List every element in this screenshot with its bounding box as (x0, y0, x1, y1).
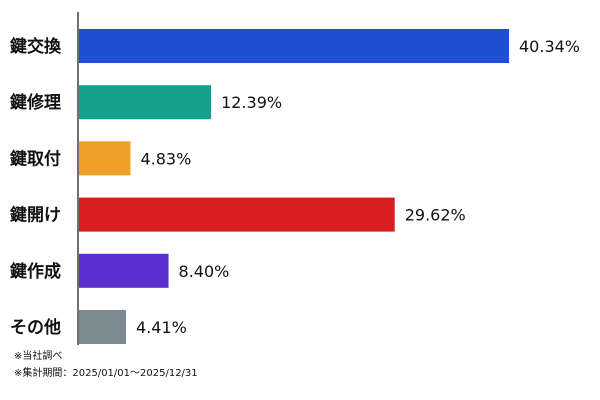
value-label: 40.34% (519, 37, 580, 56)
value-label: 29.62% (405, 206, 466, 225)
source-note: ※当社調べ (14, 351, 63, 362)
category-label: 鍵交換 (10, 36, 62, 57)
category-label: 鍵修理 (10, 92, 61, 113)
chart-notes: ※当社調べ ※集計期間：2025/01/01～2025/12/31 (14, 348, 198, 382)
category-label: その他 (10, 317, 61, 338)
category-label: 鍵開け (10, 205, 61, 226)
value-label: 8.40% (179, 262, 230, 281)
bar (79, 310, 127, 344)
bar (79, 197, 395, 232)
category-label: 鍵作成 (10, 261, 61, 282)
bar-chart: 鍵交換 40.34% 鍵修理 12.39% 鍵取付 4.83% 鍵開け 29.62% 鍵作成 8.… (10, 12, 580, 345)
bar (79, 29, 509, 63)
bar (79, 85, 212, 120)
value-label: 4.41% (136, 318, 187, 337)
period-note: ※集計期間：2025/01/01～2025/12/31 (14, 368, 198, 379)
value-label: 4.83% (140, 149, 191, 168)
bar (79, 141, 131, 176)
bar (79, 253, 169, 288)
category-label: 鍵取付 (10, 148, 61, 169)
value-label: 12.39% (221, 93, 282, 112)
